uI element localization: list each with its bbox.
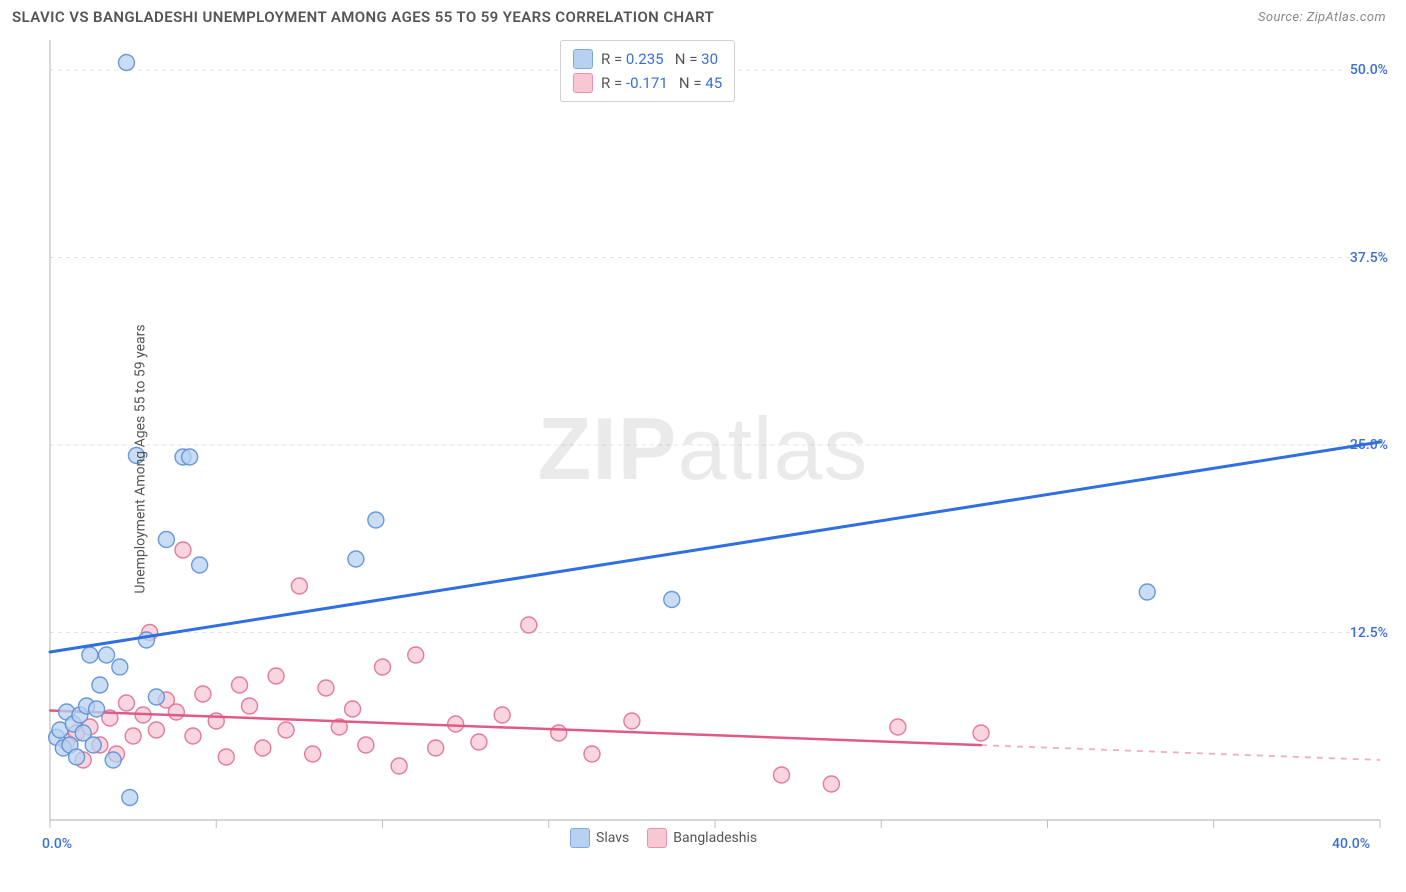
series-legend-label: Slavs	[596, 830, 629, 846]
series-legend-label: Bangladeshis	[673, 830, 757, 846]
series-legend-item: Slavs	[570, 828, 629, 848]
series-legend: Slavs Bangladeshis	[570, 828, 757, 848]
y-tick-label: 25.0%	[1350, 437, 1388, 453]
chart-area: Unemployment Among Ages 55 to 59 years Z…	[0, 34, 1406, 884]
chart-title: SLAVIC VS BANGLADESHI UNEMPLOYMENT AMONG…	[12, 8, 714, 26]
series-legend-item: Bangladeshis	[647, 828, 757, 848]
stats-legend-text: R = 0.235 N = 30	[601, 50, 718, 68]
y-tick-label: 37.5%	[1350, 250, 1388, 266]
legend-swatch	[573, 49, 593, 69]
stats-legend-row: R = 0.235 N = 30	[573, 47, 722, 71]
plot-svg	[0, 34, 1406, 884]
stats-legend-row: R = -0.171 N = 45	[573, 71, 722, 95]
y-tick-label: 50.0%	[1350, 62, 1388, 78]
y-tick-label: 12.5%	[1350, 625, 1388, 641]
legend-swatch	[570, 828, 590, 848]
source-label: Source: ZipAtlas.com	[1258, 10, 1386, 25]
stats-legend: R = 0.235 N = 30 R = -0.171 N = 45	[560, 40, 735, 102]
legend-swatch	[573, 73, 593, 93]
title-bar: SLAVIC VS BANGLADESHI UNEMPLOYMENT AMONG…	[0, 0, 1406, 34]
y-axis-label: Unemployment Among Ages 55 to 59 years	[133, 324, 149, 593]
x-right-label: 40.0%	[1332, 836, 1370, 852]
legend-swatch	[647, 828, 667, 848]
stats-legend-text: R = -0.171 N = 45	[601, 74, 722, 92]
x-left-label: 0.0%	[42, 836, 72, 852]
